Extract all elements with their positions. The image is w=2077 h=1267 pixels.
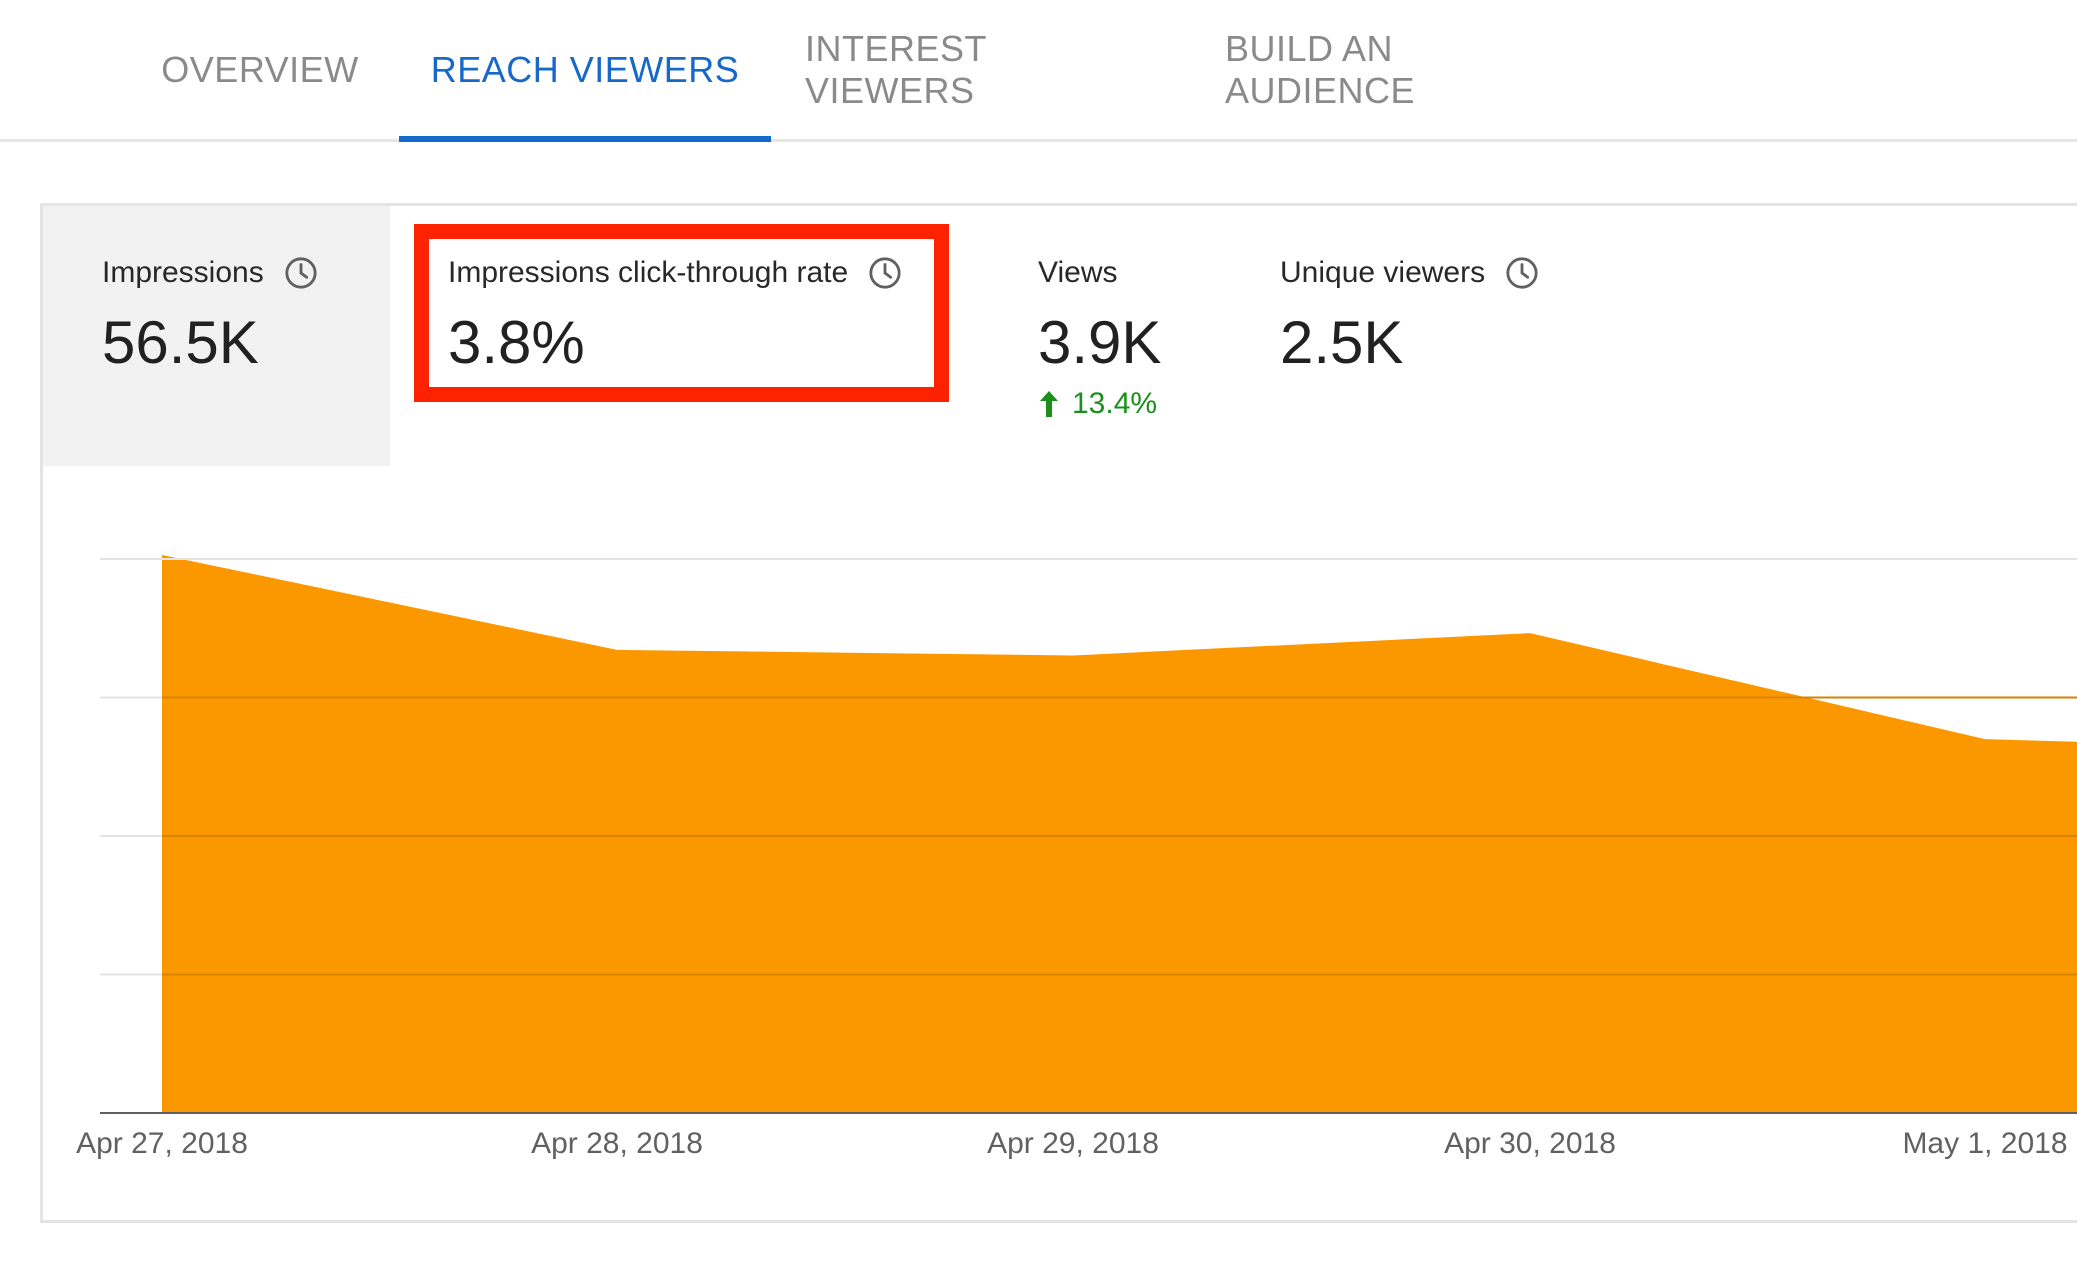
tab-reach-viewers-label: REACH VIEWERS <box>430 48 740 90</box>
selected-metric-background <box>43 206 390 466</box>
x-axis-tick-label: Apr 29, 2018 <box>987 1127 1159 1160</box>
metric-views-value: 3.9K <box>1038 309 1162 376</box>
metric-unique-viewers-label: Unique viewers <box>1280 256 1486 289</box>
impressions-area-chart: Apr 27, 2018 Apr 28, 2018 Apr 29, 2018 Apr … <box>76 555 2077 1160</box>
clock-icon <box>1506 257 1538 289</box>
x-axis-tick-label: Apr 28, 2018 <box>531 1127 703 1160</box>
tab-interest-viewers-label: INTEREST VIEWERS <box>805 27 987 111</box>
metric-views[interactable]: Views 3.9K 13.4% <box>1038 256 1161 421</box>
clock-icon <box>869 257 901 289</box>
metric-views-label: Views <box>1038 256 1118 289</box>
x-axis-tick-label: May 1, 2018 <box>1902 1127 2067 1160</box>
arrow-up-icon <box>1040 391 1058 417</box>
impressions-area-series <box>162 555 2077 1113</box>
clock-icon <box>285 257 317 289</box>
metric-views-change: 13.4% <box>1038 387 1161 421</box>
metric-impressions-value: 56.5K <box>102 309 259 376</box>
tab-build-an-audience-label: BUILD AN AUDIENCE <box>1225 27 1416 111</box>
tab-bar: OVERVIEW REACH VIEWERS INTEREST VIEWERS … <box>0 0 2077 142</box>
active-tab-indicator <box>399 136 771 142</box>
metric-ctr-value: 3.8% <box>448 309 585 376</box>
metric-unique-viewers-value: 2.5K <box>1280 309 1404 376</box>
metric-impressions[interactable]: Impressions 56.5K <box>102 256 318 377</box>
x-axis-tick-label: Apr 30, 2018 <box>1444 1127 1616 1160</box>
highlight-annotation-box <box>414 224 949 402</box>
metric-impressions-label: Impressions <box>102 256 264 289</box>
tab-build-an-audience[interactable]: BUILD AN AUDIENCE <box>1225 0 1570 139</box>
tab-overview[interactable]: OVERVIEW <box>150 0 370 139</box>
metric-click-through-rate[interactable]: Impressions click-through rate 3.8% <box>448 256 902 377</box>
x-axis-tick-label: Apr 27, 2018 <box>76 1127 248 1160</box>
tab-reach-viewers[interactable]: REACH VIEWERS <box>399 0 771 142</box>
metric-unique-viewers[interactable]: Unique viewers 2.5K <box>1280 256 1539 377</box>
metric-views-change-value: 13.4% <box>1072 387 1158 420</box>
metric-ctr-label: Impressions click-through rate <box>448 256 849 289</box>
tab-interest-viewers[interactable]: INTEREST VIEWERS <box>805 0 1145 139</box>
tab-overview-label: OVERVIEW <box>161 48 359 90</box>
